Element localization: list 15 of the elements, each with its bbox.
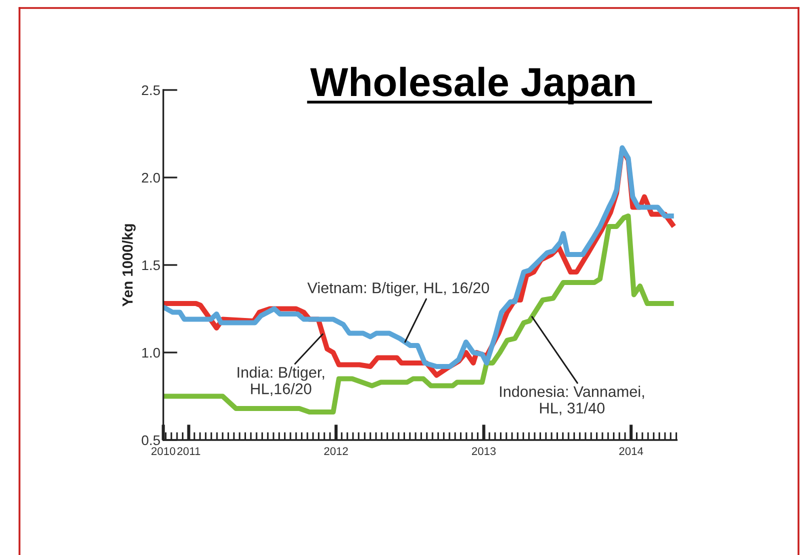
y-tick-label: 1.5 — [142, 260, 160, 270]
y-tick-label: 2.5 — [142, 85, 160, 96]
x-tick-label: 2014 — [619, 447, 644, 456]
y-tick-label: 1.0 — [142, 348, 160, 358]
series-label: Indonesia: Vannamei, HL, 31/40 — [500, 386, 644, 416]
y-tick-label: 0.5 — [142, 435, 160, 446]
series-label: Vietnam: B/tiger, HL, 16/20 — [307, 282, 490, 296]
x-tick-label: 2011 — [177, 447, 200, 456]
x-tick-label: 2012 — [324, 447, 348, 456]
y-tick-label: 2.0 — [142, 172, 160, 183]
x-tick-label: 2013 — [472, 447, 496, 456]
series-label: India: B/tiger, HL,16/20 — [238, 366, 324, 396]
x-tick-label: 2010 — [152, 447, 176, 456]
y-axis-title: Yen 1000/kg — [122, 224, 136, 306]
chart-title: Wholesale Japan — [310, 66, 634, 104]
